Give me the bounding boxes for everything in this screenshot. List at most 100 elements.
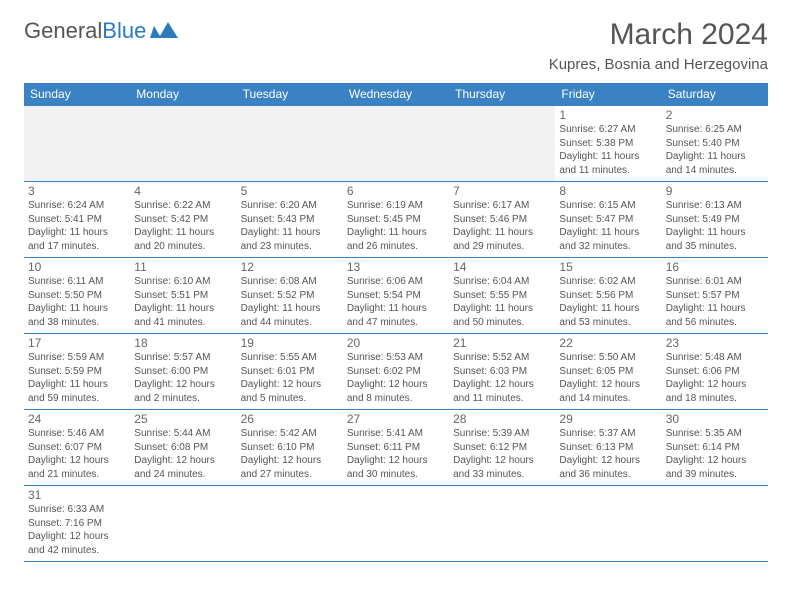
day-number: 5 [241, 184, 339, 198]
day-number: 26 [241, 412, 339, 426]
sunrise-text: Sunrise: 6:10 AM [134, 275, 232, 289]
title-block: March 2024 Kupres, Bosnia and Herzegovin… [549, 18, 768, 73]
day-number: 29 [559, 412, 657, 426]
sunrise-text: Sunrise: 6:02 AM [559, 275, 657, 289]
calendar-row: 17Sunrise: 5:59 AMSunset: 5:59 PMDayligh… [24, 334, 768, 410]
calendar-cell [130, 486, 236, 562]
day-number: 2 [666, 108, 764, 122]
calendar-row: 3Sunrise: 6:24 AMSunset: 5:41 PM Daylight… [24, 182, 768, 258]
sunrise-text: Sunrise: 5:35 AM [666, 427, 764, 441]
logo-flag-icon [150, 22, 178, 40]
calendar-row: 31Sunrise: 6:33 AMSunset: 7:16 PMDayligh… [24, 486, 768, 562]
daylight-text: Daylight: 12 hours and 8 minutes. [347, 378, 445, 405]
daylight-text: Daylight: 12 hours and 24 minutes. [134, 454, 232, 481]
calendar-cell: 13Sunrise: 6:06 AMSunset: 5:54 PMDayligh… [343, 258, 449, 334]
day-info: Sunrise: 5:39 AMSunset: 6:12 PMDaylight:… [453, 427, 551, 481]
calendar-cell: 17Sunrise: 5:59 AMSunset: 5:59 PMDayligh… [24, 334, 130, 410]
day-info: Sunrise: 6:02 AMSunset: 5:56 PMDaylight:… [559, 275, 657, 329]
sunset-text: Sunset: 6:14 PM [666, 441, 764, 455]
sunrise-text: Sunrise: 5:50 AM [559, 351, 657, 365]
day-number: 28 [453, 412, 551, 426]
calendar-cell [343, 106, 449, 182]
day-info: Sunrise: 5:37 AMSunset: 6:13 PMDaylight:… [559, 427, 657, 481]
daylight-text: Daylight: 11 hours and 41 minutes. [134, 302, 232, 329]
sunset-text: Sunset: 6:08 PM [134, 441, 232, 455]
day-info: Sunrise: 5:57 AMSunset: 6:00 PMDaylight:… [134, 351, 232, 405]
day-info: Sunrise: 6:33 AMSunset: 7:16 PMDaylight:… [28, 503, 126, 557]
sunset-text: Sunset: 6:02 PM [347, 365, 445, 379]
sunrise-text: Sunrise: 5:44 AM [134, 427, 232, 441]
sunrise-text: Sunrise: 6:15 AM [559, 199, 657, 213]
sunset-text: Sunset: 5:41 PM [28, 213, 126, 227]
sunset-text: Sunset: 5:45 PM [347, 213, 445, 227]
sunrise-text: Sunrise: 5:48 AM [666, 351, 764, 365]
daylight-text: Daylight: 12 hours and 14 minutes. [559, 378, 657, 405]
sunset-text: Sunset: 6:13 PM [559, 441, 657, 455]
day-info: Sunrise: 6:11 AMSunset: 5:50 PMDaylight:… [28, 275, 126, 329]
calendar-cell [24, 106, 130, 182]
sunset-text: Sunset: 5:40 PM [666, 137, 764, 151]
day-info: Sunrise: 5:42 AMSunset: 6:10 PMDaylight:… [241, 427, 339, 481]
daylight-text: Daylight: 11 hours and 26 minutes. [347, 226, 445, 253]
calendar-body: 1Sunrise: 6:27 AMSunset: 5:38 PMDaylight… [24, 106, 768, 562]
sunrise-text: Sunrise: 6:24 AM [28, 199, 126, 213]
sunset-text: Sunset: 5:49 PM [666, 213, 764, 227]
calendar-cell: 21Sunrise: 5:52 AMSunset: 6:03 PMDayligh… [449, 334, 555, 410]
calendar-cell: 22Sunrise: 5:50 AMSunset: 6:05 PMDayligh… [555, 334, 661, 410]
sunset-text: Sunset: 6:06 PM [666, 365, 764, 379]
sunset-text: Sunset: 5:38 PM [559, 137, 657, 151]
calendar-row: 1Sunrise: 6:27 AMSunset: 5:38 PMDaylight… [24, 106, 768, 182]
sunrise-text: Sunrise: 5:46 AM [28, 427, 126, 441]
sunrise-text: Sunrise: 6:20 AM [241, 199, 339, 213]
sunset-text: Sunset: 5:59 PM [28, 365, 126, 379]
daylight-text: Daylight: 12 hours and 30 minutes. [347, 454, 445, 481]
day-number: 12 [241, 260, 339, 274]
daylight-text: Daylight: 11 hours and 44 minutes. [241, 302, 339, 329]
calendar-cell [555, 486, 661, 562]
daylight-text: Daylight: 11 hours and 56 minutes. [666, 302, 764, 329]
calendar-cell: 7Sunrise: 6:17 AMSunset: 5:46 PMDaylight… [449, 182, 555, 258]
calendar-header-cell: Wednesday [343, 83, 449, 106]
day-info: Sunrise: 5:44 AMSunset: 6:08 PMDaylight:… [134, 427, 232, 481]
sunset-text: Sunset: 5:55 PM [453, 289, 551, 303]
day-info: Sunrise: 6:15 AMSunset: 5:47 PMDaylight:… [559, 199, 657, 253]
day-info: Sunrise: 6:13 AMSunset: 5:49 PMDaylight:… [666, 199, 764, 253]
calendar-header-cell: Saturday [662, 83, 768, 106]
header: GeneralBlue March 2024 Kupres, Bosnia an… [24, 18, 768, 73]
sunrise-text: Sunrise: 6:27 AM [559, 123, 657, 137]
day-info: Sunrise: 6:06 AMSunset: 5:54 PMDaylight:… [347, 275, 445, 329]
calendar-cell [662, 486, 768, 562]
day-number: 10 [28, 260, 126, 274]
day-info: Sunrise: 5:48 AMSunset: 6:06 PMDaylight:… [666, 351, 764, 405]
calendar-cell: 6Sunrise: 6:19 AMSunset: 5:45 PMDaylight… [343, 182, 449, 258]
calendar-cell: 9Sunrise: 6:13 AMSunset: 5:49 PMDaylight… [662, 182, 768, 258]
daylight-text: Daylight: 12 hours and 18 minutes. [666, 378, 764, 405]
day-number: 3 [28, 184, 126, 198]
daylight-text: Daylight: 11 hours and 32 minutes. [559, 226, 657, 253]
daylight-text: Daylight: 11 hours and 11 minutes. [559, 150, 657, 177]
calendar-header-cell: Thursday [449, 83, 555, 106]
daylight-text: Daylight: 11 hours and 53 minutes. [559, 302, 657, 329]
day-info: Sunrise: 5:59 AMSunset: 5:59 PMDaylight:… [28, 351, 126, 405]
calendar-header-row: SundayMondayTuesdayWednesdayThursdayFrid… [24, 83, 768, 106]
calendar-cell: 12Sunrise: 6:08 AMSunset: 5:52 PMDayligh… [237, 258, 343, 334]
sunset-text: Sunset: 5:46 PM [453, 213, 551, 227]
sunset-text: Sunset: 6:05 PM [559, 365, 657, 379]
daylight-text: Daylight: 11 hours and 50 minutes. [453, 302, 551, 329]
sunrise-text: Sunrise: 5:37 AM [559, 427, 657, 441]
sunset-text: Sunset: 6:03 PM [453, 365, 551, 379]
day-info: Sunrise: 6:19 AMSunset: 5:45 PMDaylight:… [347, 199, 445, 253]
daylight-text: Daylight: 11 hours and 38 minutes. [28, 302, 126, 329]
calendar-cell: 10Sunrise: 6:11 AMSunset: 5:50 PMDayligh… [24, 258, 130, 334]
daylight-text: Daylight: 12 hours and 39 minutes. [666, 454, 764, 481]
calendar-header-cell: Tuesday [237, 83, 343, 106]
day-info: Sunrise: 6:27 AMSunset: 5:38 PMDaylight:… [559, 123, 657, 177]
sunset-text: Sunset: 5:43 PM [241, 213, 339, 227]
calendar-cell: 29Sunrise: 5:37 AMSunset: 6:13 PMDayligh… [555, 410, 661, 486]
daylight-text: Daylight: 11 hours and 47 minutes. [347, 302, 445, 329]
sunset-text: Sunset: 6:00 PM [134, 365, 232, 379]
calendar-cell [449, 486, 555, 562]
day-number: 24 [28, 412, 126, 426]
sunrise-text: Sunrise: 6:01 AM [666, 275, 764, 289]
day-info: Sunrise: 5:46 AMSunset: 6:07 PMDaylight:… [28, 427, 126, 481]
